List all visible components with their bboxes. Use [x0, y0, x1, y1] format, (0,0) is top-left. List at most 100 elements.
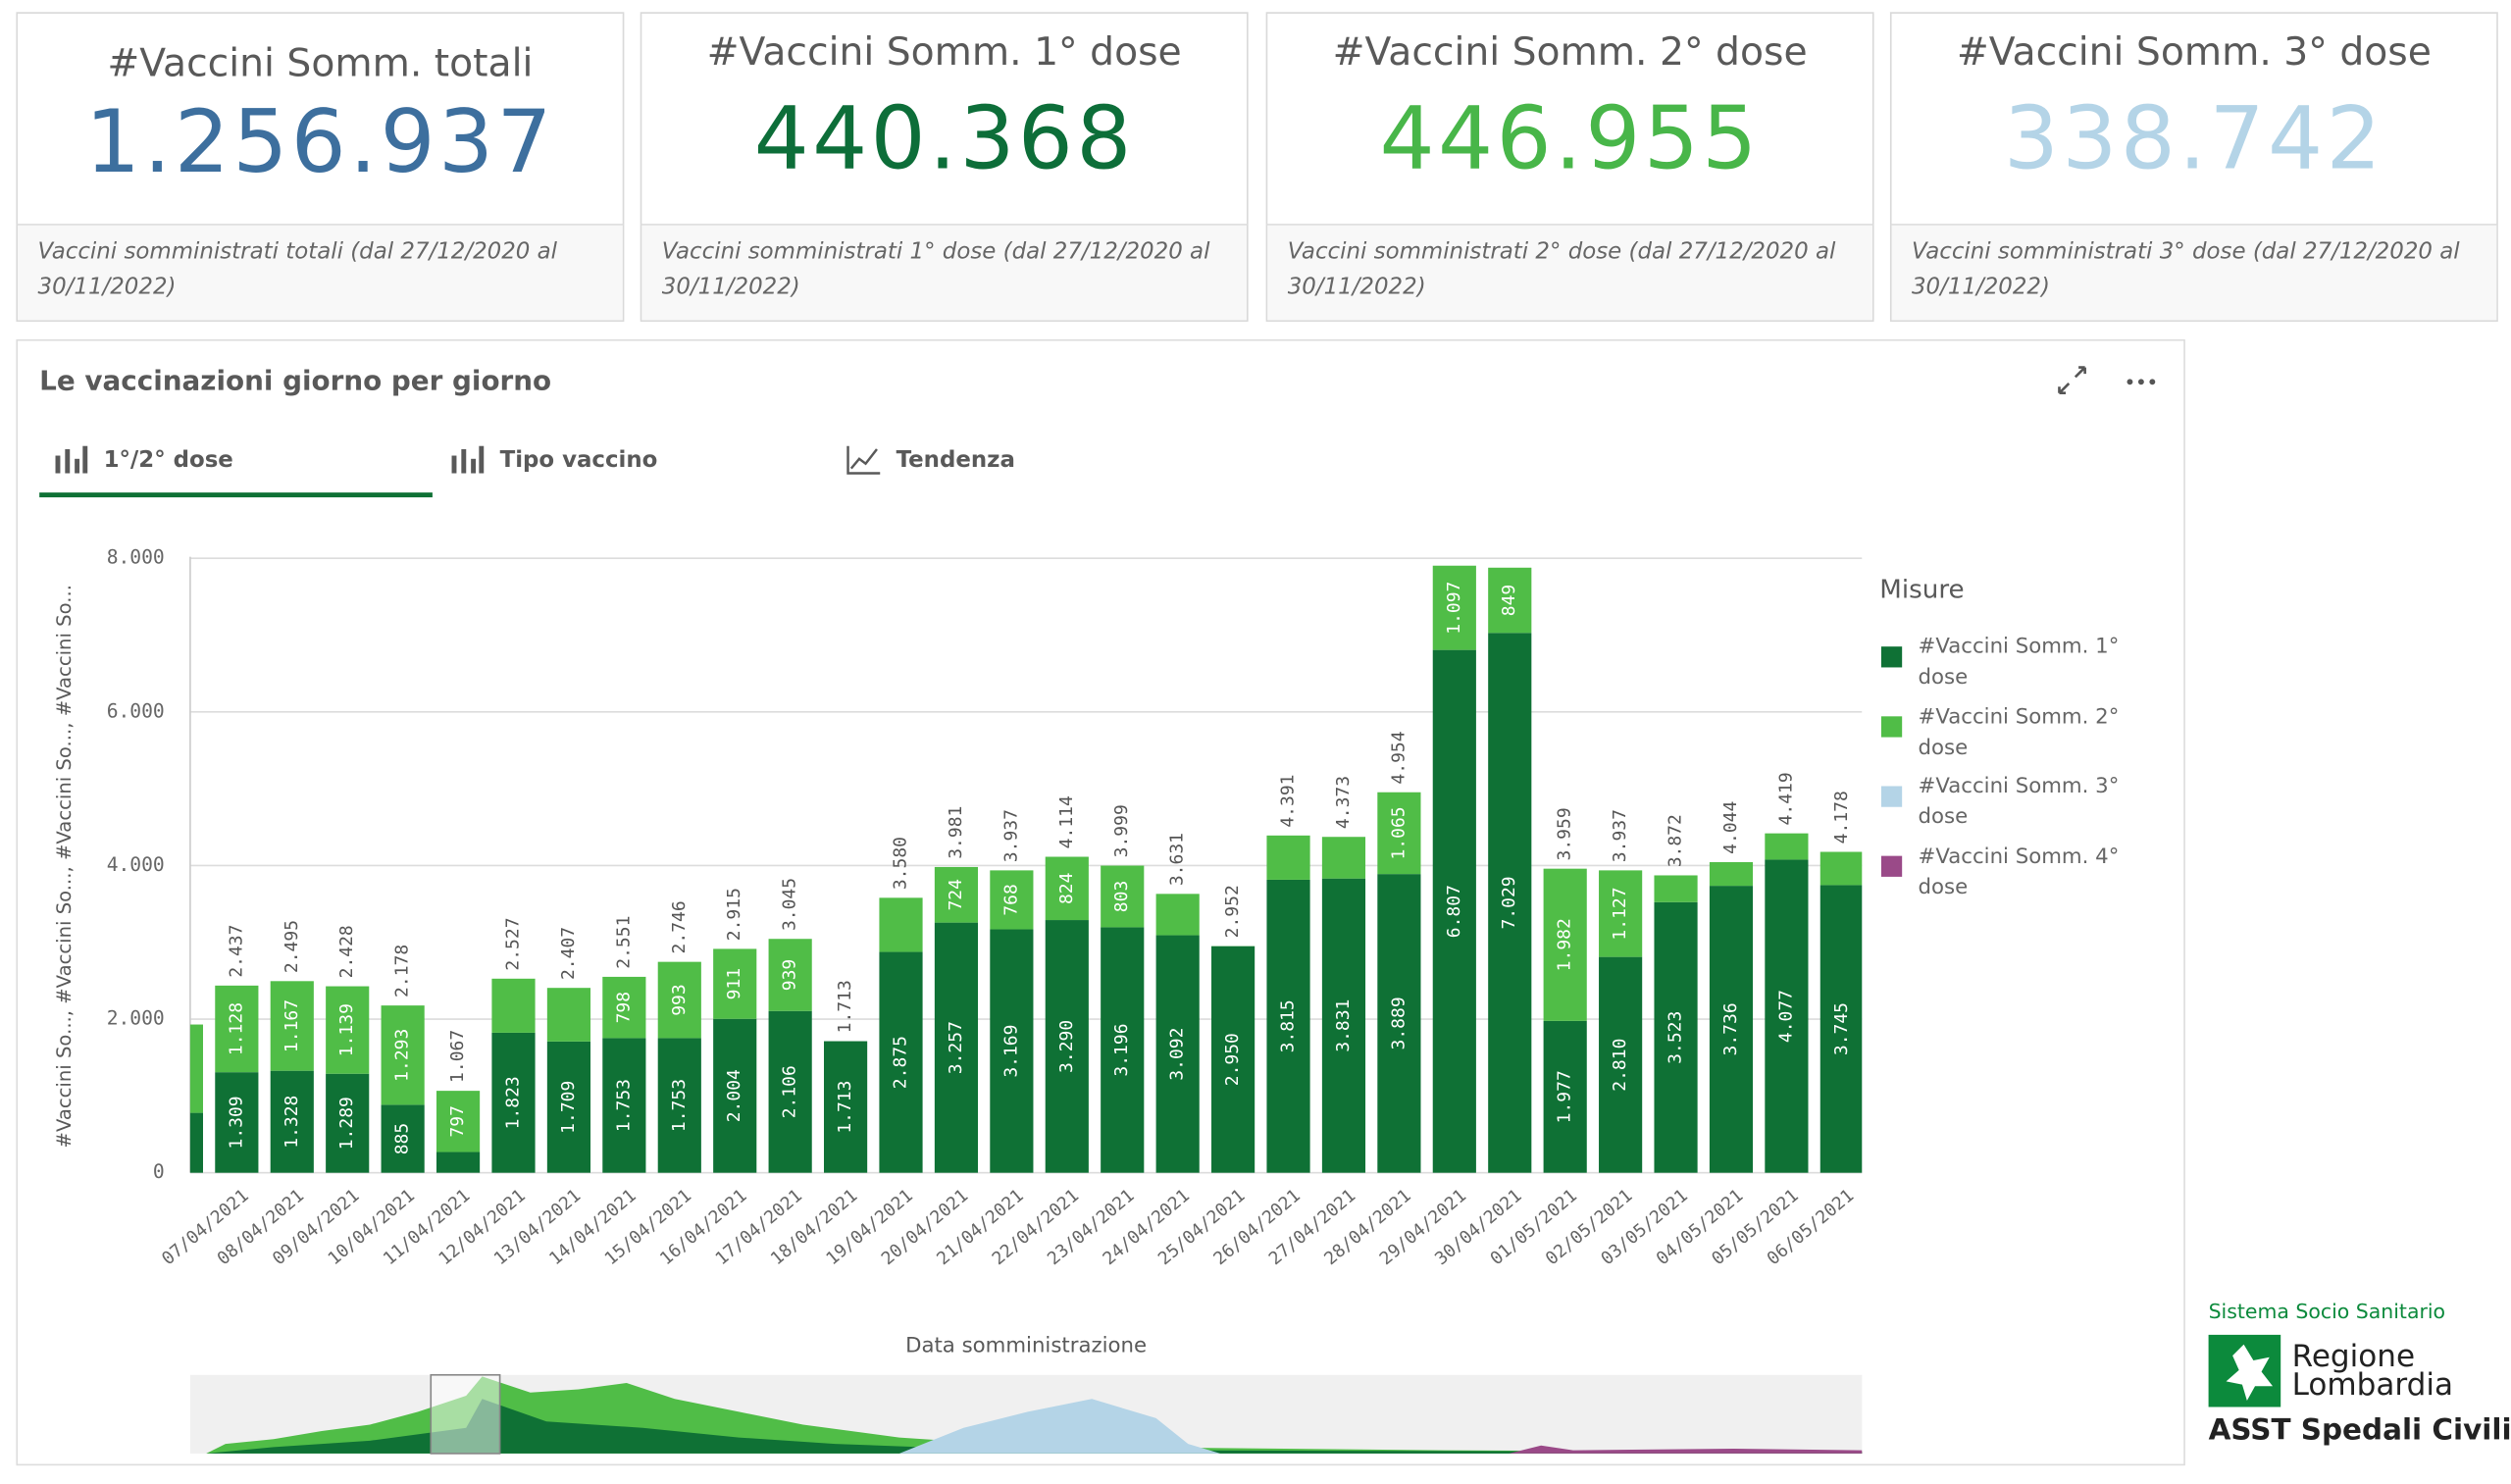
bar-segment	[491, 1032, 536, 1173]
bar-total-label: 2.428	[336, 925, 357, 978]
legend-title: Misure	[1879, 575, 1964, 604]
bar-segment	[1543, 1020, 1587, 1173]
bar-value-label: 3.169	[1000, 1025, 1021, 1078]
panel-title: Le vaccinazioni giorno per giorno	[39, 364, 551, 396]
bar-segment	[381, 1005, 425, 1105]
bar-segment	[1819, 885, 1863, 1173]
bar-segment	[1599, 956, 1643, 1173]
bar-segment	[602, 976, 646, 1039]
bar-total-label: 2.527	[502, 917, 523, 970]
y-tick-label: 6.000	[107, 699, 165, 722]
kpi-note-box: Vaccini somministrati totali (dal 27/12/…	[38, 239, 558, 300]
y-tick-label: 4.000	[107, 853, 165, 876]
bar-value-label: 2.106	[780, 1065, 800, 1118]
tab-icon-bar	[55, 445, 88, 474]
bar-value-label: 3.290	[1056, 1020, 1077, 1073]
bar-segment	[1211, 946, 1256, 1173]
bar-value-label: 2.950	[1222, 1033, 1243, 1086]
bar-value-label: 768	[1000, 884, 1021, 915]
bar-value-label: 3.745	[1831, 1002, 1852, 1055]
kpi-title: #Vaccini Somm. totali	[107, 42, 533, 86]
y-axis-title: #Vaccini So..., #Vaccini So..., #Vaccini…	[53, 585, 76, 1148]
navigator[interactable]	[189, 1373, 1863, 1455]
bar-value-label: 1.328	[282, 1096, 302, 1149]
kpi-title: #Vaccini Somm. 3° dose	[1957, 30, 2432, 75]
kpi-footer	[1267, 224, 1872, 321]
logo-org: ASST Spedali Civili	[2209, 1413, 2511, 1447]
bar-segment	[1101, 927, 1145, 1173]
bar-segment	[1819, 851, 1863, 886]
legend-entry-box: #Vaccini Somm. 4° dose	[1919, 844, 2120, 899]
bar-value-label: 803	[1111, 881, 1132, 912]
y-tick-label: 0	[153, 1160, 165, 1183]
expand-icon[interactable]	[2058, 366, 2086, 395]
bar-segment	[436, 1091, 481, 1152]
tab-icon-line	[846, 445, 881, 475]
bar-segment	[879, 897, 923, 952]
bar-value-label: 1.293	[392, 1029, 413, 1082]
bar-segment	[1266, 879, 1310, 1173]
bar-total-label: 3.872	[1665, 814, 1686, 867]
bar-segment	[215, 1072, 259, 1173]
bar-total-label: 3.937	[1000, 809, 1021, 862]
logo-mark	[2208, 1334, 2281, 1407]
tab[interactable]: Tipo vaccino	[500, 447, 658, 473]
bar-value-label: 1.097	[1444, 582, 1464, 635]
bar-value-label: 911	[724, 968, 744, 999]
bar-value-label: 1.128	[226, 1002, 246, 1055]
kpi-note-box: Vaccini somministrati 3° dose (dal 27/12…	[1912, 239, 2460, 300]
menu-icon[interactable]	[2127, 379, 2156, 385]
legend-entry-box: #Vaccini Somm. 3° dose	[1919, 775, 2120, 830]
bar-value-label: 797	[447, 1105, 468, 1137]
bar-total-label: 3.045	[780, 878, 800, 931]
bar-segment	[1155, 935, 1200, 1173]
kpi-value: 1.256.937	[85, 91, 555, 192]
bar-segment	[768, 1010, 812, 1173]
bar-segment	[270, 1070, 314, 1173]
legend-swatch	[1880, 716, 1903, 738]
bar-value-label: 1.753	[613, 1079, 634, 1132]
bar-segment	[189, 1112, 203, 1173]
bar-total-label: 3.999	[1111, 804, 1132, 857]
bar-segment	[189, 1024, 203, 1113]
kpi-footer	[18, 224, 623, 321]
kpi-note: Vaccini somministrati 2° dose (dal 27/12…	[1287, 238, 1836, 300]
plot: 1.309 1.128 1.328 1.167 1.289 1.139 885 1.293 79…	[189, 565, 1863, 1173]
bar-segment	[270, 981, 314, 1071]
bar-total-label: 2.437	[226, 925, 246, 978]
bar-total-label: 2.551	[613, 916, 634, 969]
bar-value-label: 798	[613, 992, 634, 1023]
bar-segment	[1432, 649, 1476, 1173]
bar-segment	[1488, 567, 1532, 634]
y-tick-label: 2.000	[107, 1007, 165, 1030]
bar-segment	[1045, 856, 1089, 921]
logo-region: Regione	[2292, 1339, 2415, 1374]
bar-segment	[1599, 870, 1643, 957]
legend-swatch	[1880, 646, 1903, 668]
tab[interactable]: Tendenza	[897, 447, 1015, 473]
y-tick-label: 8.000	[107, 546, 165, 569]
legend-swatch	[1880, 786, 1903, 807]
bar-segment	[1654, 901, 1698, 1173]
bar-segment	[1321, 837, 1366, 879]
bar-value-label: 2.004	[724, 1069, 744, 1122]
active-tab-underline	[39, 492, 433, 498]
bar-segment	[1155, 894, 1200, 936]
bar-value-label: 3.092	[1167, 1028, 1188, 1081]
tab-icon-bar	[451, 445, 485, 474]
tab[interactable]: 1°/2° dose	[104, 447, 233, 473]
bar-value-label: 3.831	[1333, 999, 1354, 1052]
bar-total-label: 4.044	[1720, 801, 1741, 854]
bar-segment	[1654, 875, 1698, 902]
bar-value-label: 1.713	[835, 1081, 855, 1134]
kpi-footer	[1891, 224, 2497, 321]
bar-segment	[1321, 878, 1366, 1173]
x-axis-title: Data somministrazione	[905, 1333, 1147, 1357]
bar-value-label: 3.523	[1665, 1011, 1686, 1064]
bar-value-label: 885	[392, 1123, 413, 1154]
bar-segment	[1045, 920, 1089, 1173]
bar-value-label: 993	[669, 984, 690, 1015]
bar-segment	[990, 929, 1034, 1173]
bar-total-label: 3.580	[891, 837, 911, 890]
